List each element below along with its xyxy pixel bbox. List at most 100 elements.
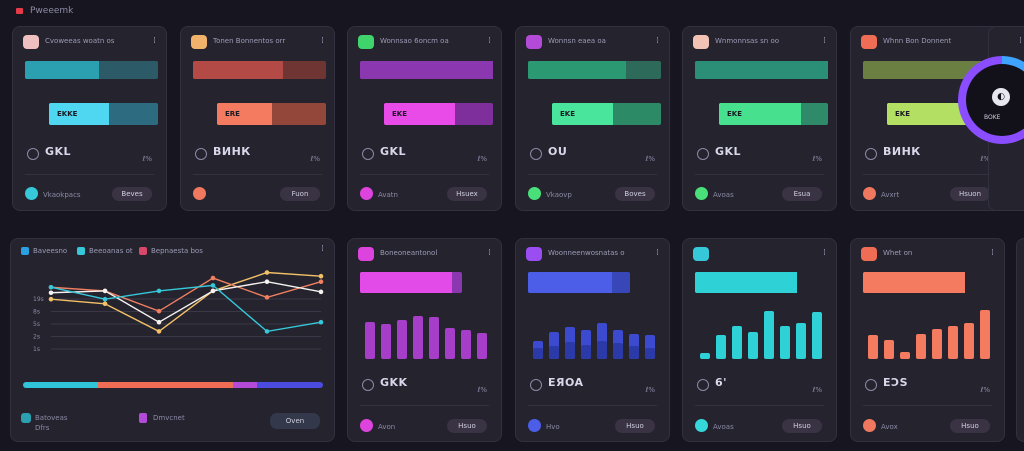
data-point[interactable] — [210, 288, 216, 294]
bar-chart-card[interactable]: Boneoneantonol ⁞ GKK ℓ% Avon Hsuo — [347, 238, 502, 442]
data-point[interactable] — [156, 319, 162, 325]
bar-mark[interactable] — [413, 315, 423, 359]
data-point[interactable] — [318, 279, 324, 285]
data-point[interactable] — [48, 284, 54, 290]
series-line[interactable] — [50, 277, 322, 312]
card-menu-icon[interactable]: ⁞ — [656, 36, 659, 46]
bar-mark[interactable] — [445, 327, 455, 359]
bar-mark[interactable] — [629, 345, 639, 359]
data-point[interactable] — [102, 296, 108, 302]
card-action-button[interactable]: Boves — [615, 187, 655, 201]
data-point[interactable] — [318, 289, 324, 295]
data-point[interactable] — [156, 329, 162, 334]
bar-mark[interactable] — [916, 333, 926, 359]
line-chart-card[interactable]: 19s 8s 5s 2s 1s Baveesno Beeoanas ot Bepnaes… — [10, 238, 335, 442]
data-point[interactable] — [264, 295, 270, 300]
stat-card[interactable]: Wnmonnsas sn oo ⁞ EKE GKL ℓ% Avoas Esua — [682, 26, 837, 211]
bar-mark[interactable] — [581, 329, 591, 359]
data-point[interactable] — [102, 288, 108, 294]
stat-card[interactable]: Tonen Bonnentos orr ⁞ ERE ВИНК ℓ% Fuon — [180, 26, 335, 211]
data-point[interactable] — [318, 273, 324, 279]
metric-icon — [865, 148, 877, 160]
card-action-button[interactable]: Hsuex — [447, 187, 487, 201]
card-menu-icon[interactable]: ⁞ — [488, 36, 491, 46]
card-action-button[interactable]: Esua — [782, 187, 822, 201]
bar-mark[interactable] — [884, 339, 894, 359]
card-menu-icon[interactable]: ⁞ — [823, 36, 826, 46]
data-point[interactable] — [48, 296, 54, 302]
stat-card[interactable]: Wonnsao 6oncm oa ⁞ EKE GKL ℓ% Avatn Hsuex — [347, 26, 502, 211]
card-action-button[interactable]: Hsuo — [950, 419, 990, 433]
card-menu-icon[interactable]: ⁞ — [656, 248, 659, 258]
timeline-range-bar[interactable] — [23, 382, 323, 388]
card-menu-icon[interactable]: ⁞ — [991, 248, 994, 258]
card-action-button[interactable]: Hsuo — [615, 419, 655, 433]
card-menu-icon[interactable]: ⁞ — [153, 36, 156, 46]
data-point[interactable] — [318, 319, 324, 325]
series-line[interactable] — [50, 284, 322, 333]
data-point[interactable] — [156, 288, 162, 294]
bar-mark[interactable] — [732, 326, 742, 359]
bar-mark[interactable] — [365, 321, 375, 359]
card-menu-icon[interactable]: ⁞ — [488, 248, 491, 258]
bar-mark[interactable] — [597, 341, 607, 359]
data-point[interactable] — [210, 275, 216, 281]
bar-mark[interactable] — [868, 335, 878, 359]
card-menu-icon[interactable]: ⁞ — [823, 248, 826, 258]
bar-mark[interactable] — [645, 335, 655, 359]
bar-mark[interactable] — [700, 353, 710, 359]
ring-center-icon[interactable]: ◐ — [992, 88, 1010, 106]
bar-mark[interactable] — [932, 329, 942, 359]
card-menu-icon[interactable]: ⁞ — [321, 36, 324, 46]
series-line[interactable] — [50, 281, 322, 324]
progress-bar-fill — [719, 103, 801, 125]
bar-mark[interactable] — [461, 330, 471, 359]
card-action-button[interactable]: Fuon — [280, 187, 320, 201]
bar-chart-card[interactable]: Woonneenwosnatas o ⁞ EЯOA ℓ% Hvo Hsuo — [515, 238, 670, 442]
bar-mark[interactable] — [645, 348, 655, 359]
bar-mark[interactable] — [581, 344, 591, 359]
bar-mark[interactable] — [549, 345, 559, 359]
card-footer-text: Vkaovp — [546, 191, 572, 199]
data-point[interactable] — [156, 308, 162, 314]
card-action-button[interactable]: Hsuo — [782, 419, 822, 433]
data-point[interactable] — [210, 283, 216, 288]
bar-mark[interactable] — [477, 332, 487, 359]
progress-ring-overlay[interactable]: ◐ BOKE — [958, 56, 1024, 144]
series-line[interactable] — [50, 271, 322, 333]
bar-chart-card[interactable]: ⁞ 6' ℓ% Avoas Hsuo — [682, 238, 837, 442]
bar-mark[interactable] — [381, 324, 391, 359]
header-progress-bar — [695, 272, 797, 293]
bar-mark[interactable] — [565, 342, 575, 359]
card-menu-icon[interactable]: ⁞ — [321, 244, 324, 254]
data-point[interactable] — [102, 301, 108, 307]
bar-mark[interactable] — [964, 323, 974, 359]
bar-mark[interactable] — [429, 317, 439, 359]
card-menu-icon[interactable]: ⁞ — [1019, 36, 1022, 46]
data-point[interactable] — [264, 279, 270, 285]
stat-card[interactable]: Cvoweeas woatn os ⁞ EKKE GKL ℓ% Vkaokpacs Beve… — [12, 26, 167, 211]
bar-mark[interactable] — [748, 332, 758, 359]
data-point[interactable] — [264, 329, 270, 334]
bar-chart-card[interactable]: Whet on ⁞ EƆS ℓ% Avox Hsuo — [850, 238, 1005, 442]
data-point[interactable] — [264, 270, 270, 275]
bar-mark[interactable] — [764, 311, 774, 359]
bar-mark[interactable] — [397, 320, 407, 359]
card-action-button[interactable]: Beves — [112, 187, 152, 201]
stat-card[interactable]: Wonnsn eaea oa ⁞ EKE OU ℓ% Vkaovp Boves — [515, 26, 670, 211]
bar-mark[interactable] — [716, 335, 726, 359]
open-button[interactable]: Oven — [270, 413, 320, 429]
bar-mark[interactable] — [948, 326, 958, 359]
card-action-button[interactable]: Hsuon — [950, 187, 990, 201]
bar-mark[interactable] — [812, 312, 822, 359]
card-action-button[interactable]: Hsuo — [447, 419, 487, 433]
bar-mark[interactable] — [780, 326, 790, 359]
bar-mark[interactable] — [796, 323, 806, 359]
bar-mark[interactable] — [900, 351, 910, 359]
bar-mark[interactable] — [613, 343, 623, 359]
bar-mark[interactable] — [533, 348, 543, 359]
bar-mark[interactable] — [549, 332, 559, 359]
edge-card-bottom[interactable] — [1016, 238, 1024, 442]
data-point[interactable] — [48, 290, 54, 296]
bar-mark[interactable] — [980, 309, 990, 359]
